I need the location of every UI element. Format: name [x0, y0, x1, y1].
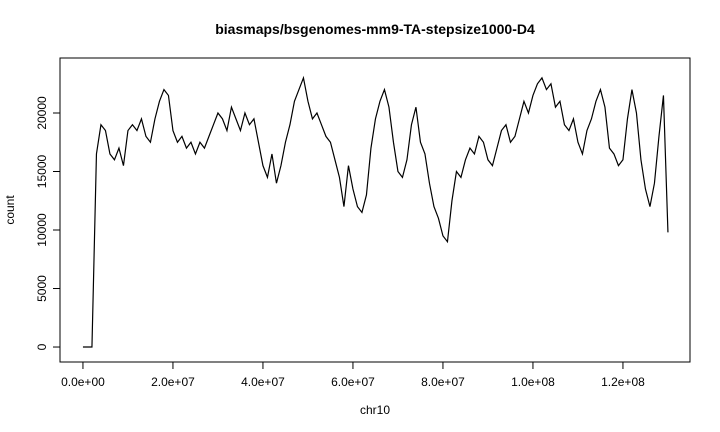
y-tick-label: 5000 [35, 275, 49, 302]
x-tick-label: 1.0e+08 [511, 375, 555, 389]
x-axis-title: chr10 [360, 403, 390, 417]
y-tick-label: 10000 [35, 213, 49, 247]
chart-title: biasmaps/bsgenomes-mm9-TA-stepsize1000-D… [215, 21, 535, 37]
plot-box [59, 57, 691, 363]
x-tick-label: 0.0e+00 [61, 375, 105, 389]
y-tick-label: 0 [35, 343, 49, 350]
y-tick-label: 15000 [35, 154, 49, 188]
data-line [82, 75, 669, 348]
x-tick-label: 8.0e+07 [421, 375, 465, 389]
x-tick-label: 6.0e+07 [331, 375, 375, 389]
x-tick-label: 4.0e+07 [241, 375, 285, 389]
x-tick-label: 1.2e+08 [601, 375, 645, 389]
y-tick-label: 20000 [35, 96, 49, 130]
x-tick-label: 2.0e+07 [151, 375, 195, 389]
y-axis-title: count [3, 195, 17, 225]
